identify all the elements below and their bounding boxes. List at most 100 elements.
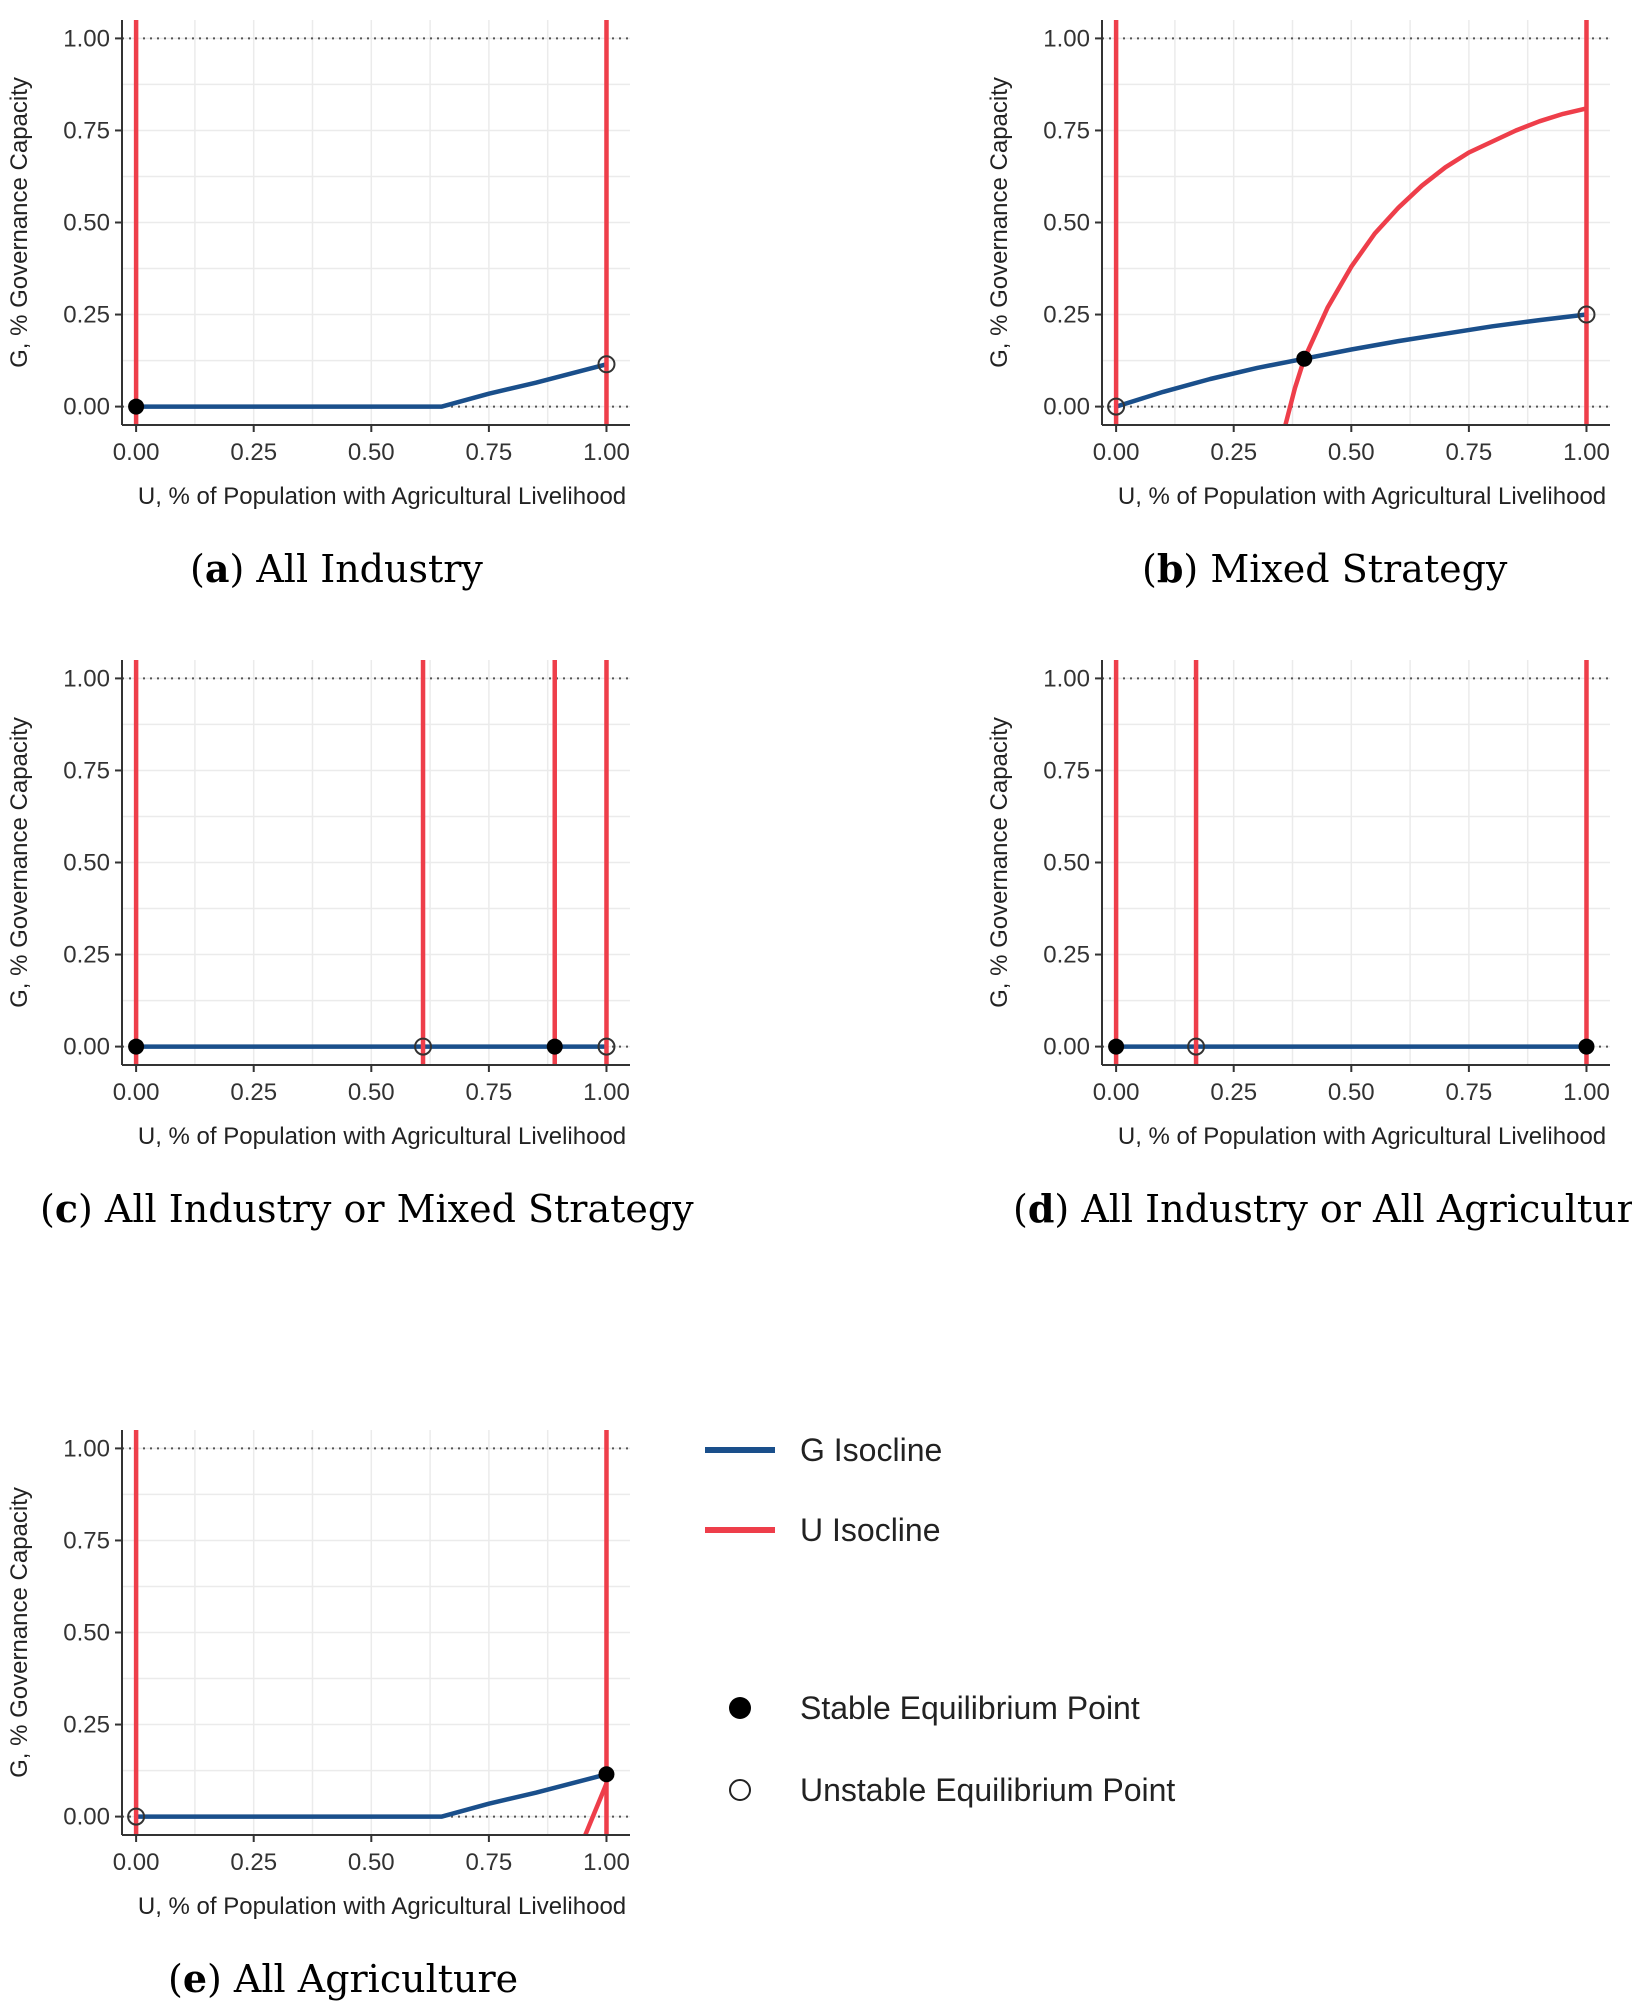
x-tick-label: 0.00 [113, 1849, 160, 1876]
x-axis-title: U, % of Population with Agricultural Liv… [138, 1893, 626, 1920]
stable-point [1296, 350, 1313, 367]
panel-caption: (b) Mixed Strategy [1142, 546, 1508, 591]
caption-open: ( [1142, 547, 1157, 591]
legend-stable-marker [729, 1697, 751, 1719]
y-tick-label: 0.00 [1043, 1034, 1090, 1061]
y-tick-label: 0.50 [63, 1620, 110, 1647]
panel-caption: (a) All Industry [190, 546, 483, 591]
x-tick-label: 1.00 [583, 439, 630, 466]
x-tick-label: 0.75 [466, 439, 513, 466]
y-tick-label: 0.25 [1043, 942, 1090, 969]
legend-stable-label: Stable Equilibrium Point [800, 1690, 1140, 1726]
x-tick-label: 1.00 [1563, 439, 1610, 466]
y-tick-label: 1.00 [1043, 665, 1090, 692]
caption-open: ( [190, 547, 205, 591]
y-tick-label: 1.00 [63, 25, 110, 52]
x-tick-label: 0.00 [113, 1079, 160, 1106]
x-tick-label: 0.25 [230, 1849, 277, 1876]
stable-point [598, 1766, 615, 1783]
y-axis-title: G, % Governance Capacity [6, 1487, 33, 1778]
legend-unstable-marker [729, 1779, 751, 1801]
x-axis-title: U, % of Population with Agricultural Liv… [138, 483, 626, 510]
caption-text: All Industry or Mixed Strategy [104, 1187, 694, 1231]
y-axis-title: G, % Governance Capacity [986, 77, 1013, 368]
caption-open: ( [40, 1187, 55, 1231]
y-tick-label: 0.00 [1043, 394, 1090, 421]
unstable-point [1187, 1037, 1206, 1056]
x-tick-label: 0.25 [230, 1079, 277, 1106]
panel-a: 0.00 0.25 0.50 0.75 1.00 0.00 0.25 0.50 0.75 1.00… [6, 20, 630, 591]
x-tick-label: 0.50 [1328, 439, 1375, 466]
u-isocline-curve [1283, 106, 1588, 425]
panel-c: 0.00 0.25 0.50 0.75 1.00 0.00 0.25 0.50 0.75 1.00… [6, 660, 694, 1231]
legend: G Isocline U Isocline Stable Equilibrium… [705, 1432, 1175, 1808]
x-tick-label: 0.75 [1446, 439, 1493, 466]
y-tick-label: 0.00 [63, 394, 110, 421]
panel-caption: (c) All Industry or Mixed Strategy [40, 1186, 694, 1231]
stable-point [128, 1038, 145, 1055]
unstable-point [1107, 397, 1126, 416]
y-tick-label: 0.25 [63, 942, 110, 969]
panel-caption: (d) All Industry or All Agriculture [1013, 1186, 1632, 1231]
y-tick-label: 0.50 [1043, 850, 1090, 877]
legend-u-label: U Isocline [800, 1512, 941, 1548]
y-tick-label: 0.75 [1043, 117, 1090, 144]
unstable-point [597, 355, 616, 374]
caption-letter: c [55, 1186, 78, 1231]
gridlines [122, 660, 630, 1065]
x-tick-label: 0.25 [230, 439, 277, 466]
y-tick-label: 0.25 [63, 302, 110, 329]
y-tick-label: 0.00 [63, 1034, 110, 1061]
caption-letter: e [183, 1956, 207, 2001]
stable-point [128, 398, 145, 415]
y-tick-label: 0.00 [63, 1804, 110, 1831]
y-axis-title: G, % Governance Capacity [6, 77, 33, 368]
y-tick-label: 0.50 [63, 210, 110, 237]
x-tick-label: 0.25 [1210, 1079, 1257, 1106]
y-tick-label: 0.50 [63, 850, 110, 877]
gridlines [1102, 20, 1610, 425]
unstable-point [597, 1037, 616, 1056]
x-tick-label: 0.50 [348, 1079, 395, 1106]
x-tick-label: 0.75 [1446, 1079, 1493, 1106]
x-tick-label: 0.75 [466, 1079, 513, 1106]
g-isocline-line [1115, 312, 1587, 409]
x-tick-label: 1.00 [1563, 1079, 1610, 1106]
x-axis-title: U, % of Population with Agricultural Liv… [1118, 1123, 1606, 1150]
x-tick-label: 0.00 [1093, 439, 1140, 466]
x-tick-label: 0.25 [1210, 439, 1257, 466]
unstable-point [127, 1807, 146, 1826]
stable-point [546, 1038, 563, 1055]
unstable-point [1577, 305, 1596, 324]
x-tick-label: 1.00 [583, 1849, 630, 1876]
y-axis-title: G, % Governance Capacity [986, 717, 1013, 1008]
caption-text: All Industry [255, 547, 483, 591]
y-tick-label: 0.75 [63, 1527, 110, 1554]
caption-letter: a [205, 546, 230, 591]
stable-point [1108, 1038, 1125, 1055]
x-tick-label: 0.00 [113, 439, 160, 466]
u-isocline-curve [583, 1782, 609, 1835]
caption-text: All Agriculture [233, 1957, 518, 2001]
panels: 0.00 0.25 0.50 0.75 1.00 0.00 0.25 0.50 0.75 1.00… [6, 20, 1632, 2001]
g-isocline-line [136, 362, 608, 409]
gridlines [122, 1430, 630, 1835]
y-tick-label: 0.25 [63, 1712, 110, 1739]
stable-point [1578, 1038, 1595, 1055]
panel-d: 0.00 0.25 0.50 0.75 1.00 0.00 0.25 0.50 0.75 1.00… [986, 660, 1632, 1231]
x-tick-label: 0.50 [348, 439, 395, 466]
legend-g-label: G Isocline [800, 1432, 942, 1468]
x-tick-label: 0.75 [466, 1849, 513, 1876]
x-tick-label: 1.00 [583, 1079, 630, 1106]
x-axis-title: U, % of Population with Agricultural Liv… [1118, 483, 1606, 510]
x-tick-label: 0.50 [1328, 1079, 1375, 1106]
legend-unstable-label: Unstable Equilibrium Point [800, 1772, 1175, 1808]
y-tick-label: 1.00 [63, 665, 110, 692]
caption-close: ) [207, 1957, 234, 2001]
panel-caption: (e) All Agriculture [168, 1956, 518, 2001]
caption-letter: b [1157, 546, 1184, 591]
caption-close: ) [1054, 1187, 1081, 1231]
y-axis-title: G, % Governance Capacity [6, 717, 33, 1008]
caption-close: ) [229, 547, 256, 591]
